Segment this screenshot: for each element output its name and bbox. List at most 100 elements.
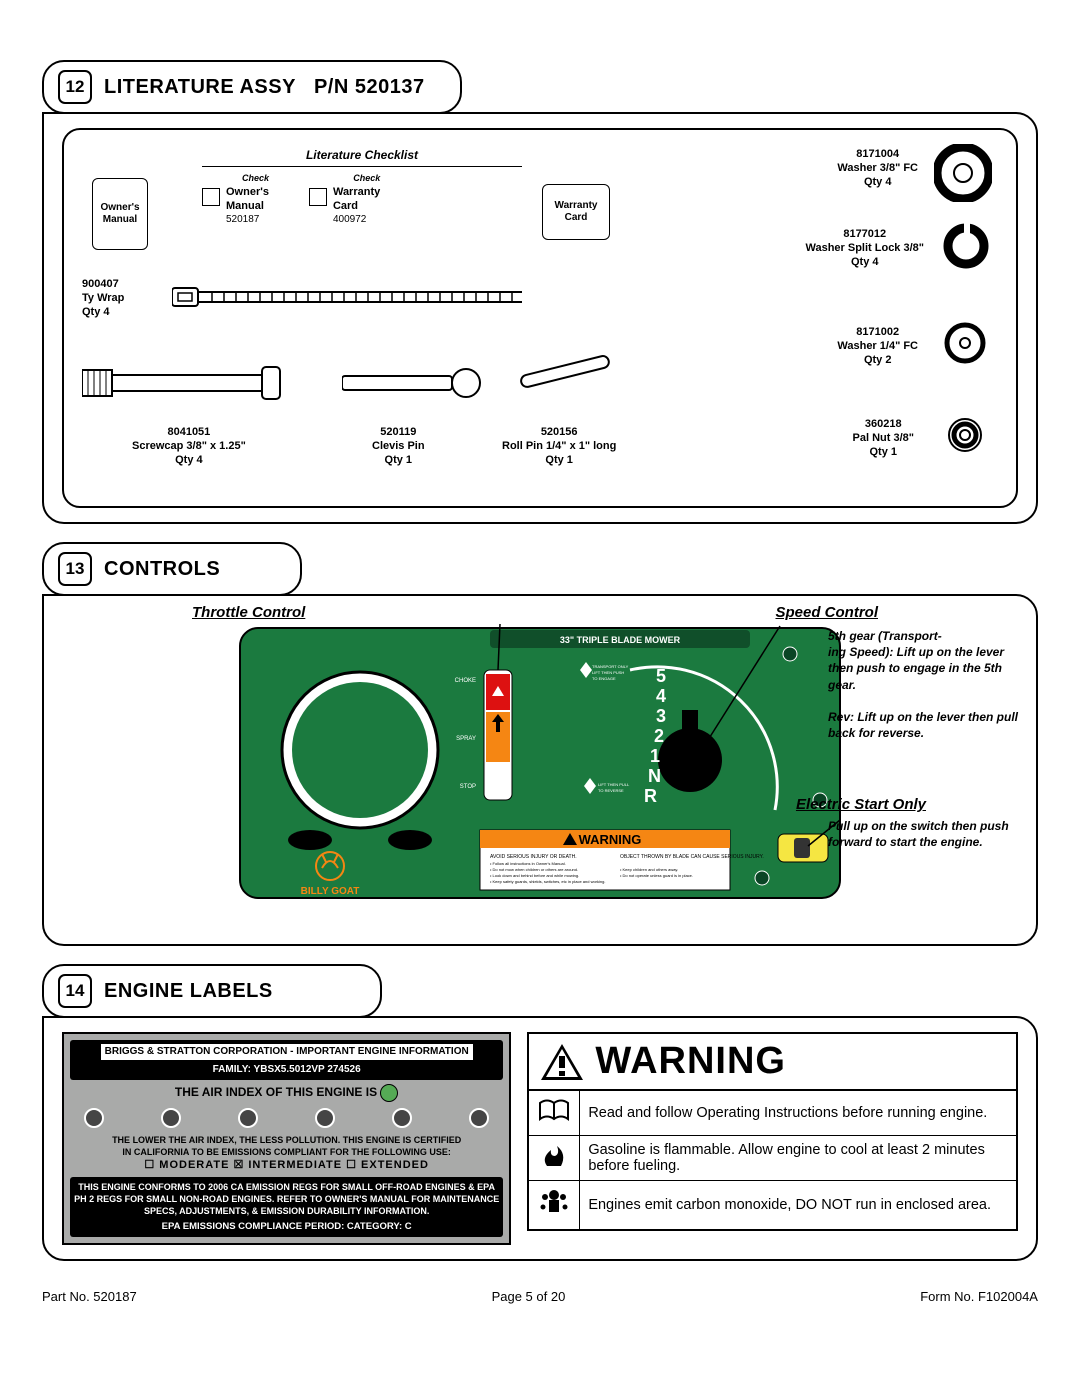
svg-text:WARNING: WARNING xyxy=(579,832,642,847)
svg-text:TO ENGAGE: TO ENGAGE xyxy=(592,676,616,681)
elec-text: Pull up on the switch then push forward … xyxy=(828,818,1028,850)
footer-right: Form No. F102004A xyxy=(920,1289,1038,1304)
svg-text:• Do not mow when children or: • Do not mow when children or others are… xyxy=(490,867,578,872)
warranty-l1: Warranty xyxy=(333,186,380,200)
owners-manual-box: Owner's Manual xyxy=(92,178,148,250)
warranty-box-1: Warranty Card xyxy=(542,184,610,240)
svg-text:TO REVERSE: TO REVERSE xyxy=(598,788,624,793)
svg-text:LIFT THEN PUSH: LIFT THEN PUSH xyxy=(592,670,624,675)
check-label-2: Check xyxy=(309,173,380,184)
svg-text:TRANSPORT ONLY: TRANSPORT ONLY xyxy=(592,664,629,669)
control-panel-diagram: 33" TRIPLE BLADE MOWER CHOKE SPRAY STOP xyxy=(230,610,850,910)
check-box-2[interactable] xyxy=(309,188,327,206)
co-icon xyxy=(528,1181,580,1231)
splitlock-label: 8177012 Washer Split Lock 3/8" Qty 4 xyxy=(805,228,924,269)
washer38-label: 8171004 Washer 3/8" FC Qty 4 xyxy=(837,148,918,189)
svg-text:BILLY GOAT: BILLY GOAT xyxy=(301,886,360,897)
plate-line-7: EPA EMISSIONS COMPLIANCE PERIOD: CATEGOR… xyxy=(74,1221,499,1234)
flame-icon xyxy=(528,1136,580,1181)
warning-title: WARNING xyxy=(595,1040,786,1083)
checklist-title: Literature Checklist xyxy=(202,148,522,167)
svg-text:• Keep children and others awa: • Keep children and others away. xyxy=(620,867,678,872)
rollpin-icon xyxy=(512,354,632,404)
warranty-l2: Card xyxy=(333,200,380,214)
svg-text:STOP: STOP xyxy=(460,784,476,790)
tywrap-icon xyxy=(172,282,532,312)
svg-text:• Look down and behind before: • Look down and behind before and while … xyxy=(490,873,579,878)
section-12-num: 12 xyxy=(58,70,92,104)
controls-panel: Throttle Control Speed Control 5th gear … xyxy=(42,594,1038,946)
svg-text:R: R xyxy=(644,786,657,806)
svg-text:SPRAY: SPRAY xyxy=(456,736,476,742)
washer38-icon xyxy=(934,144,992,202)
svg-text:LIFT THEN PULL: LIFT THEN PULL xyxy=(598,782,630,787)
footer-left: Part No. 520187 xyxy=(42,1289,137,1304)
footer-center: Page 5 of 20 xyxy=(492,1289,566,1304)
owners-manual-l3: 520187 xyxy=(226,214,269,227)
warning-table: Read and follow Operating Instructions b… xyxy=(527,1089,1018,1231)
splitlock-icon xyxy=(942,222,990,270)
warning-column: WARNING Read and follow Operating Instru… xyxy=(527,1032,1018,1245)
engine-plate: BRIGGS & STRATTON CORPORATION - IMPORTAN… xyxy=(62,1032,511,1245)
literature-checklist: Literature Checklist Check Owner's Manua… xyxy=(202,148,522,226)
speed-label: Speed Control xyxy=(775,604,878,621)
warning-row-0: Read and follow Operating Instructions b… xyxy=(580,1090,1017,1136)
speed-text: 5th gear (Transport- ing Speed): Lift up… xyxy=(828,628,1028,741)
section-12-header: 12 LITERATURE ASSY P/N 520137 xyxy=(42,60,462,114)
plate-line-1: FAMILY: YBSX5.5012VP 274526 xyxy=(74,1063,499,1077)
manual-icon xyxy=(528,1090,580,1136)
washer14-label: 8171002 Washer 1/4" FC Qty 2 xyxy=(837,326,918,367)
svg-text:CHOKE: CHOKE xyxy=(455,678,476,684)
section-12-pn: P/N 520137 xyxy=(314,76,425,99)
screwcap-icon xyxy=(82,358,282,408)
tywrap-label: 900407 Ty Wrap Qty 4 xyxy=(82,278,124,319)
palnut-icon xyxy=(946,416,984,454)
engine-labels-panel: BRIGGS & STRATTON CORPORATION - IMPORTAN… xyxy=(42,1016,1038,1261)
throttle-label: Throttle Control xyxy=(192,604,305,621)
table-row: Gasoline is flammable. Allow engine to c… xyxy=(528,1136,1017,1181)
literature-panel: Owner's Manual Literature Checklist Chec… xyxy=(42,112,1038,524)
warranty-l3: 400972 xyxy=(333,214,380,227)
plate-line-6: THIS ENGINE CONFORMS TO 2006 CA EMISSION… xyxy=(74,1181,499,1217)
page-footer: Part No. 520187 Page 5 of 20 Form No. F1… xyxy=(42,1289,1038,1304)
screwcap-label: 8041051 Screwcap 3/8" x 1.25" Qty 4 xyxy=(132,426,246,467)
svg-text:2: 2 xyxy=(654,726,664,746)
plate-line-0: BRIGGS & STRATTON CORPORATION - IMPORTAN… xyxy=(101,1044,473,1060)
svg-text:AVOID SERIOUS INJURY OR DEATH.: AVOID SERIOUS INJURY OR DEATH. xyxy=(490,854,577,860)
svg-text:3: 3 xyxy=(656,706,666,726)
plate-line-4: IN CALIFORNIA TO BE EMISSIONS COMPLIANT … xyxy=(70,1146,503,1158)
section-14-header: 14 ENGINE LABELS xyxy=(42,964,382,1018)
section-14-num: 14 xyxy=(58,974,92,1008)
table-row: Read and follow Operating Instructions b… xyxy=(528,1090,1017,1136)
section-13-header: 13 CONTROLS xyxy=(42,542,302,596)
section-14-title: ENGINE LABELS xyxy=(104,980,273,1003)
palnut-label: 360218 Pal Nut 3/8" Qty 1 xyxy=(853,418,914,459)
plate-line-2: THE AIR INDEX OF THIS ENGINE IS xyxy=(175,1085,377,1099)
owners-manual-l2: Manual xyxy=(226,200,269,214)
check-box-1[interactable] xyxy=(202,188,220,206)
clevis-icon xyxy=(342,358,482,408)
warning-row-1: Gasoline is flammable. Allow engine to c… xyxy=(580,1136,1017,1181)
plate-line-5: ☐ MODERATE ☒ INTERMEDIATE ☐ EXTENDED xyxy=(70,1158,503,1173)
svg-text:N: N xyxy=(648,766,661,786)
svg-text:• Follow all instructions in O: • Follow all instructions in Owner's Man… xyxy=(490,861,566,866)
svg-text:5: 5 xyxy=(656,666,666,686)
warning-row-2: Engines emit carbon monoxide, DO NOT run… xyxy=(580,1181,1017,1231)
clevis-label: 520119 Clevis Pin Qty 1 xyxy=(372,426,425,467)
air-index-dots xyxy=(84,1108,489,1128)
warranty-card-box: Warranty Card xyxy=(542,184,610,240)
table-row: Engines emit carbon monoxide, DO NOT run… xyxy=(528,1181,1017,1231)
manual-box-1: Owner's Manual xyxy=(92,178,148,250)
svg-text:1: 1 xyxy=(650,746,660,766)
elec-label: Electric Start Only xyxy=(796,796,926,813)
check-label-1: Check xyxy=(202,173,269,184)
svg-text:4: 4 xyxy=(656,686,666,706)
literature-subpanel: Owner's Manual Literature Checklist Chec… xyxy=(62,128,1018,508)
section-12-title: LITERATURE ASSY xyxy=(104,76,296,99)
rollpin-label: 520156 Roll Pin 1/4" x 1" long Qty 1 xyxy=(502,426,616,467)
warning-header: WARNING xyxy=(527,1032,1018,1089)
warning-triangle-icon xyxy=(539,1042,585,1082)
svg-text:• Keep safety guards, shields,: • Keep safety guards, shields, switches,… xyxy=(490,879,605,884)
section-13-title: CONTROLS xyxy=(104,558,220,581)
owners-manual-l1: Owner's xyxy=(226,186,269,200)
